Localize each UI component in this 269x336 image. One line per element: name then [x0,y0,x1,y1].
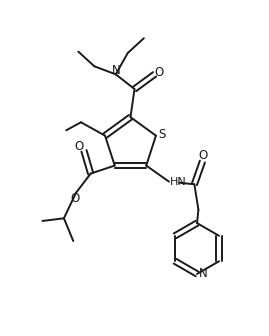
Text: O: O [199,149,208,162]
Text: O: O [70,192,79,205]
Text: S: S [158,128,165,141]
Text: N: N [112,64,121,77]
Text: O: O [155,66,164,79]
Text: HN: HN [170,177,187,187]
Text: N: N [199,267,207,281]
Text: O: O [75,139,84,153]
